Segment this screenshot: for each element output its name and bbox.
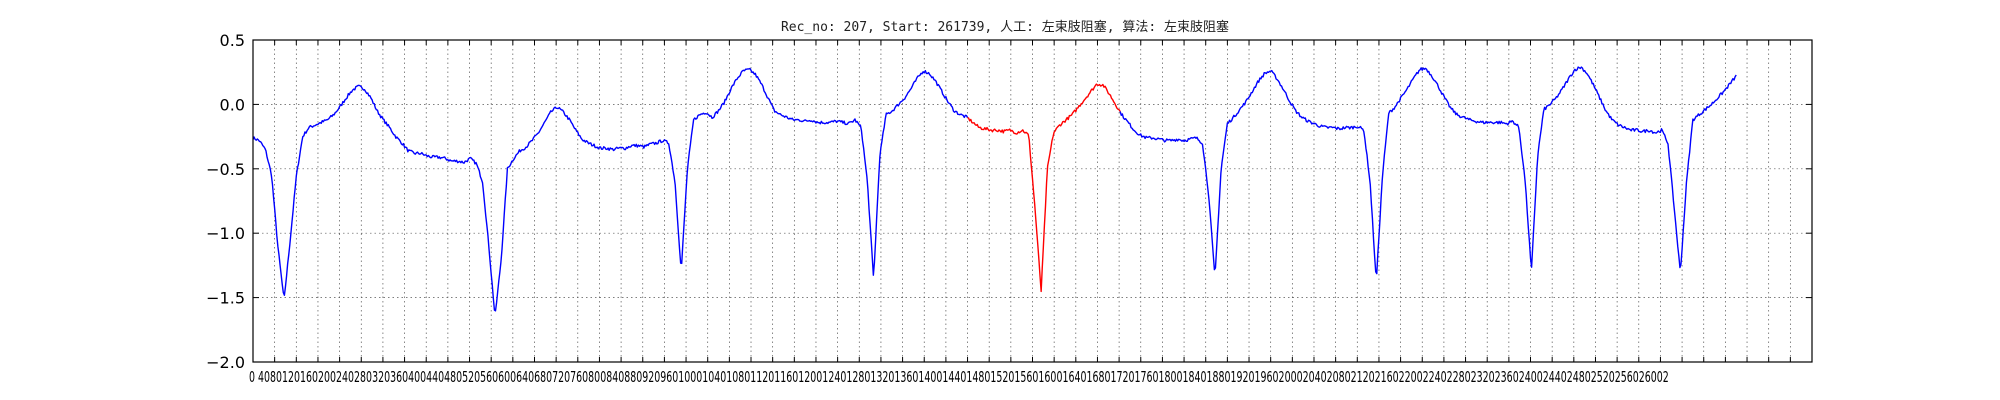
- y-tick-label: −1.0: [206, 224, 245, 243]
- y-tick-label: 0.0: [220, 95, 245, 114]
- x-axis-ticks: 0 40801201602002402803203604004404805205…: [249, 40, 1813, 386]
- y-tick-label: −0.5: [206, 160, 245, 179]
- series-layer: [252, 66, 1737, 312]
- chart-title: Rec_no: 207, Start: 261739, 人工: 左束肢阻塞, 算…: [781, 19, 1229, 35]
- y-tick-label: 0.5: [220, 31, 245, 50]
- y-tick-label: −1.5: [206, 289, 245, 308]
- plot-frame: [252, 39, 1813, 363]
- series-line: [252, 67, 969, 312]
- x-tick-labels: 0 40801201602002402803203604004404805205…: [249, 368, 1669, 386]
- y-tick-label: −2.0: [206, 353, 245, 372]
- y-axis-ticks: 0.5 0.0 −0.5 −1.0 −1.5 −2.0: [206, 31, 1812, 372]
- series-line: [1119, 66, 1737, 275]
- grid: [252, 40, 1813, 362]
- series-line-highlighted: [967, 83, 1121, 293]
